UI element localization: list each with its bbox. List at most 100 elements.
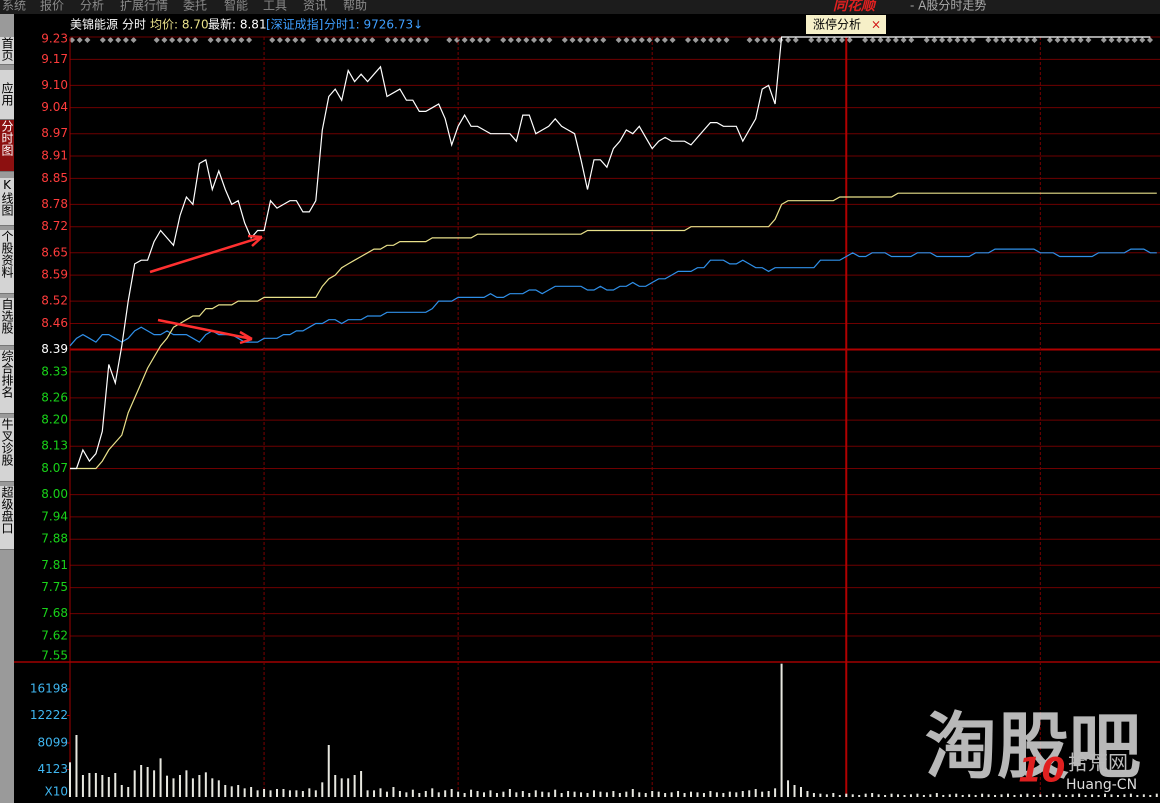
status-diamond bbox=[107, 37, 114, 43]
volume-bar bbox=[554, 789, 557, 797]
menu-item[interactable]: 智能 bbox=[224, 0, 248, 13]
close-button[interactable]: × bbox=[871, 18, 881, 32]
limit-up-button[interactable] bbox=[806, 15, 886, 34]
volume-bar bbox=[172, 778, 175, 797]
volume-bar bbox=[677, 791, 680, 797]
menu-item[interactable]: 资讯 bbox=[303, 0, 327, 13]
chart: 9.23 9.17 9.10 9.04 8.97 8.91 8.85 8.78 8.72 8.65… bbox=[14, 32, 1160, 799]
volume-bar bbox=[1065, 795, 1068, 797]
menu-item[interactable]: 分析 bbox=[80, 0, 104, 13]
volume-bar bbox=[897, 794, 900, 797]
watermark-site: 拾荒网 bbox=[1068, 751, 1128, 775]
menu-item[interactable]: 委托 bbox=[183, 0, 207, 13]
volume-bar bbox=[884, 795, 887, 797]
volume-bar bbox=[560, 793, 563, 797]
volume-bar bbox=[1084, 795, 1087, 797]
volume-bar bbox=[1045, 795, 1048, 797]
volume-bar bbox=[605, 792, 608, 797]
sidebar-tab[interactable]: 首页 bbox=[0, 37, 14, 65]
status-diamond bbox=[993, 37, 999, 43]
status-diamond bbox=[415, 37, 422, 43]
status-diamond bbox=[176, 37, 183, 43]
price-line bbox=[69, 248, 1157, 347]
menu-item[interactable]: 系统 bbox=[2, 0, 26, 13]
sidebar-tab[interactable]: 牛叉诊股 bbox=[0, 418, 14, 482]
menu-item[interactable]: 报价 bbox=[40, 0, 64, 13]
status-diamond bbox=[785, 37, 792, 43]
volume-bar bbox=[825, 794, 828, 797]
menu-item[interactable]: 帮助 bbox=[343, 0, 367, 13]
volume-bar bbox=[127, 787, 130, 797]
volume-bar bbox=[366, 790, 369, 797]
volume-bar bbox=[702, 793, 705, 797]
sidebar-tab[interactable]: 综合排名 bbox=[0, 350, 14, 414]
status-diamond bbox=[423, 37, 430, 43]
volume-bar bbox=[217, 780, 220, 797]
status-diamond bbox=[1016, 37, 1023, 43]
status-diamond bbox=[161, 37, 168, 43]
status-diamond bbox=[746, 37, 753, 43]
status-diamond bbox=[384, 37, 391, 43]
menu-item[interactable]: 扩展行情 bbox=[120, 0, 168, 13]
volume-bar bbox=[567, 791, 570, 797]
volume-bar bbox=[1058, 794, 1061, 797]
status-diamond bbox=[638, 37, 645, 43]
status-diamond bbox=[330, 37, 337, 43]
volume-bar bbox=[1019, 794, 1022, 797]
volume-bar bbox=[411, 789, 414, 797]
volume-bar bbox=[994, 795, 997, 797]
status-diamond bbox=[346, 37, 353, 43]
y-tick-label: 8.13 bbox=[41, 439, 68, 453]
volume-bar bbox=[942, 795, 945, 797]
volume-bar bbox=[334, 775, 337, 797]
status-diamond bbox=[815, 37, 822, 43]
index-value: 分时1: 9726.73↓ bbox=[324, 18, 423, 32]
status-diamond bbox=[808, 37, 815, 43]
status-diamond bbox=[615, 37, 622, 43]
menu-item[interactable]: 工具 bbox=[263, 0, 287, 13]
volume-bar bbox=[955, 793, 958, 797]
volume-bar bbox=[690, 791, 693, 797]
status-diamond bbox=[823, 37, 830, 43]
volume-bar bbox=[204, 772, 207, 797]
volume-tick-label: 12222 bbox=[30, 708, 68, 722]
volume-bar bbox=[618, 793, 621, 797]
volume-bar bbox=[1091, 794, 1094, 797]
y-tick-label: 8.52 bbox=[41, 294, 68, 308]
volume-bar bbox=[858, 795, 861, 797]
volume-bar bbox=[243, 788, 246, 797]
sidebar-tab[interactable]: K线图 bbox=[0, 178, 14, 226]
volume-unit: X10 bbox=[45, 785, 69, 799]
status-diamond bbox=[84, 37, 91, 43]
volume-bar bbox=[838, 795, 841, 797]
status-diamond bbox=[1123, 37, 1130, 43]
sidebar-tab[interactable]: 自选股 bbox=[0, 298, 14, 346]
volume-bar bbox=[631, 789, 634, 797]
sidebar-tab[interactable]: 分时图 bbox=[0, 120, 14, 172]
y-tick-label: 8.91 bbox=[41, 149, 68, 163]
limit-up-label[interactable]: 涨停分析 bbox=[813, 17, 861, 32]
sidebar-tab[interactable]: 超级盘口 bbox=[0, 486, 14, 550]
volume-bar bbox=[392, 787, 395, 797]
volume-bar bbox=[968, 794, 971, 797]
volume-bar bbox=[935, 793, 938, 797]
status-diamond bbox=[923, 37, 930, 43]
y-tick-label: 8.46 bbox=[41, 316, 68, 330]
sidebar-tab[interactable]: 个股资料 bbox=[0, 230, 14, 294]
volume-bar bbox=[198, 775, 201, 797]
volume-bar bbox=[114, 773, 117, 797]
status-diamond bbox=[892, 37, 899, 43]
volume-bar bbox=[1149, 795, 1152, 797]
status-diamond bbox=[1031, 37, 1038, 43]
sidebar-tab[interactable]: 应用 bbox=[0, 70, 14, 120]
volume-bar bbox=[599, 791, 602, 797]
volume-bar bbox=[592, 790, 595, 797]
status-diamond bbox=[523, 37, 530, 43]
volume-bar bbox=[276, 789, 279, 797]
volume-bar bbox=[308, 788, 311, 797]
volume-bar bbox=[974, 795, 977, 797]
volume-bar bbox=[327, 745, 330, 797]
y-tick-label: 8.65 bbox=[41, 245, 68, 259]
status-diamond bbox=[754, 37, 761, 43]
status-diamond bbox=[1100, 37, 1107, 43]
